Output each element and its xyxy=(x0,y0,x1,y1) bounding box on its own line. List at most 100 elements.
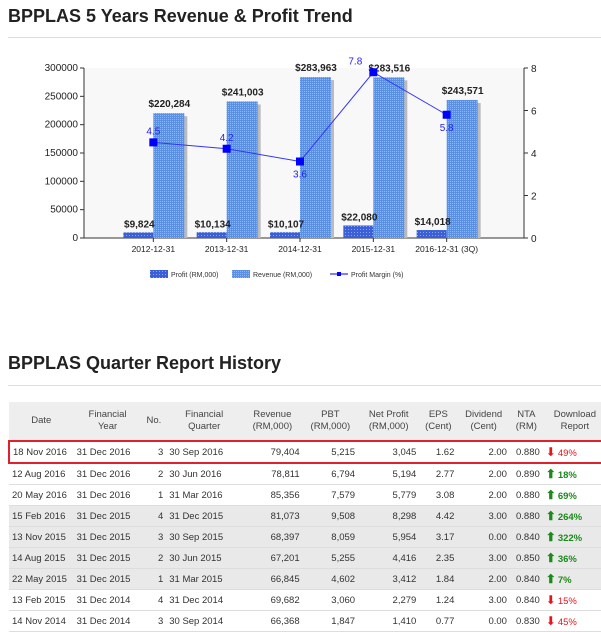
download-report-cell[interactable]: ⬆ 264% xyxy=(542,505,601,527)
profit-margin-point xyxy=(369,68,378,77)
table-row[interactable]: 12 Aug 2016 31 Dec 2016 2 30 Jun 2016 78,811… xyxy=(9,463,601,485)
revenue-bar xyxy=(300,77,331,238)
change-percent[interactable]: 69% xyxy=(557,491,577,502)
change-percent[interactable]: 264% xyxy=(557,512,583,523)
column-header: Net Profit (RM,000) xyxy=(358,402,420,441)
table-row[interactable]: 15 Feb 2016 31 Dec 2015 4 31 Dec 2015 81,073… xyxy=(9,505,601,527)
chart-title: BPPLAS 5 Years Revenue & Profit Trend xyxy=(8,6,353,26)
download-report-cell[interactable]: ⬇ 49% xyxy=(542,440,601,464)
eps-cell: 1.24 xyxy=(419,589,458,611)
quarter-no-cell: 3 xyxy=(141,526,167,548)
arrow-down-icon[interactable]: ⬇ xyxy=(545,445,556,459)
revenue-cell: 81,073 xyxy=(242,505,303,527)
table-row[interactable]: 20 May 2016 31 Dec 2016 1 31 Mar 2016 85,356… xyxy=(9,484,601,506)
revenue-cell: 68,397 xyxy=(242,526,303,548)
date-cell: 14 Aug 2015 xyxy=(9,547,74,569)
date-cell: 15 Feb 2016 xyxy=(9,505,74,527)
y2-tick-label: 0 xyxy=(531,234,537,245)
change-percent[interactable]: 322% xyxy=(557,533,583,544)
change-percent[interactable]: 49% xyxy=(557,448,577,459)
legend-swatch xyxy=(232,270,250,278)
quarter-no-cell: 3 xyxy=(141,440,167,464)
eps-cell: 3.17 xyxy=(419,526,458,548)
column-header-text: (Cent) xyxy=(425,421,452,432)
revenue-bar xyxy=(373,77,405,238)
x-tick-label: 2013-12-31 xyxy=(205,244,249,254)
column-header: NTA (RM) xyxy=(509,402,543,441)
arrow-up-icon[interactable]: ⬆ xyxy=(545,572,556,586)
arrow-down-icon[interactable]: ⬇ xyxy=(545,593,556,607)
pbt-cell: 3,060 xyxy=(302,589,359,611)
eps-cell: 1.62 xyxy=(419,440,458,464)
arrow-up-icon[interactable]: ⬆ xyxy=(545,509,556,523)
arrow-up-icon[interactable]: ⬆ xyxy=(545,551,556,565)
table-row[interactable]: 13 Nov 2015 31 Dec 2015 3 30 Sep 2015 68,397… xyxy=(9,526,601,548)
profit-margin-point xyxy=(222,144,231,153)
arrow-up-icon[interactable]: ⬆ xyxy=(545,530,556,544)
profit-bar xyxy=(270,232,300,238)
profit-bar xyxy=(196,232,227,238)
column-header-text: Dividend xyxy=(465,409,503,420)
quarter-no-cell: 1 xyxy=(141,568,167,590)
column-header-text: Date xyxy=(31,415,52,426)
download-report-cell[interactable]: ⬆ 322% xyxy=(542,526,601,548)
financial-year-cell: 31 Dec 2015 xyxy=(73,568,142,590)
change-percent[interactable]: 18% xyxy=(557,470,577,481)
profit-margin-label: 7.8 xyxy=(348,56,362,67)
change-percent[interactable]: 7% xyxy=(557,575,572,586)
column-header-text: (RM,000) xyxy=(252,421,293,432)
arrow-down-icon[interactable]: ⬇ xyxy=(545,614,556,628)
profit-margin-label: 5.8 xyxy=(440,123,454,134)
table-row[interactable]: 14 Nov 2014 31 Dec 2014 3 30 Sep 2014 66,368… xyxy=(9,610,601,632)
nta-cell: 0.830 xyxy=(509,610,543,632)
x-tick-label: 2014-12-31 xyxy=(278,244,322,254)
dividend-cell: 2.00 xyxy=(457,568,510,590)
download-report-cell[interactable]: ⬇ 45% xyxy=(542,610,601,632)
financial-year-cell: 31 Dec 2015 xyxy=(73,505,142,527)
column-header: PBT (RM,000) xyxy=(302,402,359,441)
column-header-text: Year xyxy=(97,421,118,432)
download-report-cell[interactable]: ⬆ 69% xyxy=(542,484,601,506)
x-tick-label: 2012-12-31 xyxy=(132,244,176,254)
arrow-up-icon[interactable]: ⬆ xyxy=(545,488,556,502)
quarter-report-table: Date Financial Year No. Financial Quarter Reve… xyxy=(8,402,601,632)
y-tick-label: 50000 xyxy=(50,205,78,216)
financial-quarter-cell: 30 Sep 2016 xyxy=(166,440,243,464)
eps-cell: 1.84 xyxy=(419,568,458,590)
dividend-cell: 2.00 xyxy=(457,484,510,506)
eps-cell: 2.77 xyxy=(419,463,458,485)
change-percent[interactable]: 45% xyxy=(557,617,577,628)
profit-margin-label: 3.6 xyxy=(293,170,307,181)
nta-cell: 0.880 xyxy=(509,484,543,506)
y2-tick-label: 4 xyxy=(531,149,537,160)
profit-bar xyxy=(343,225,374,238)
legend-label: Revenue (RM,000) xyxy=(253,272,312,279)
quarter-no-cell: 3 xyxy=(141,610,167,632)
profit-label: $14,018 xyxy=(415,217,452,228)
change-percent[interactable]: 15% xyxy=(557,596,577,607)
profit-margin-point xyxy=(442,110,451,119)
net-profit-cell: 2,279 xyxy=(358,589,420,611)
revenue-cell: 67,201 xyxy=(242,547,303,569)
financial-year-cell: 31 Dec 2016 xyxy=(73,463,142,485)
dividend-cell: 3.00 xyxy=(457,547,510,569)
change-percent[interactable]: 36% xyxy=(557,554,577,565)
dividend-cell: 0.00 xyxy=(457,610,510,632)
table-row[interactable]: 14 Aug 2015 31 Dec 2015 2 30 Jun 2015 67,201… xyxy=(9,547,601,569)
column-header: Dividend (Cent) xyxy=(457,402,510,441)
revenue-label: $241,003 xyxy=(222,87,264,98)
dividend-cell: 3.00 xyxy=(457,589,510,611)
revenue-bar xyxy=(153,113,185,238)
download-report-cell[interactable]: ⬇ 15% xyxy=(542,589,601,611)
download-report-cell[interactable]: ⬆ 7% xyxy=(542,568,601,590)
download-report-cell[interactable]: ⬆ 36% xyxy=(542,547,601,569)
arrow-up-icon[interactable]: ⬆ xyxy=(545,467,556,481)
download-report-cell[interactable]: ⬆ 18% xyxy=(542,463,601,485)
table-row[interactable]: 13 Feb 2015 31 Dec 2014 4 31 Dec 2014 69,682… xyxy=(9,589,601,611)
column-header: Date xyxy=(9,402,74,441)
table-row[interactable]: 22 May 2015 31 Dec 2015 1 31 Mar 2015 66,845… xyxy=(9,568,601,590)
legend-swatch xyxy=(150,270,168,278)
pbt-cell: 1,847 xyxy=(302,610,359,632)
divider xyxy=(8,385,601,386)
table-row[interactable]: 18 Nov 2016 31 Dec 2016 3 30 Sep 2016 79,404… xyxy=(8,440,601,464)
